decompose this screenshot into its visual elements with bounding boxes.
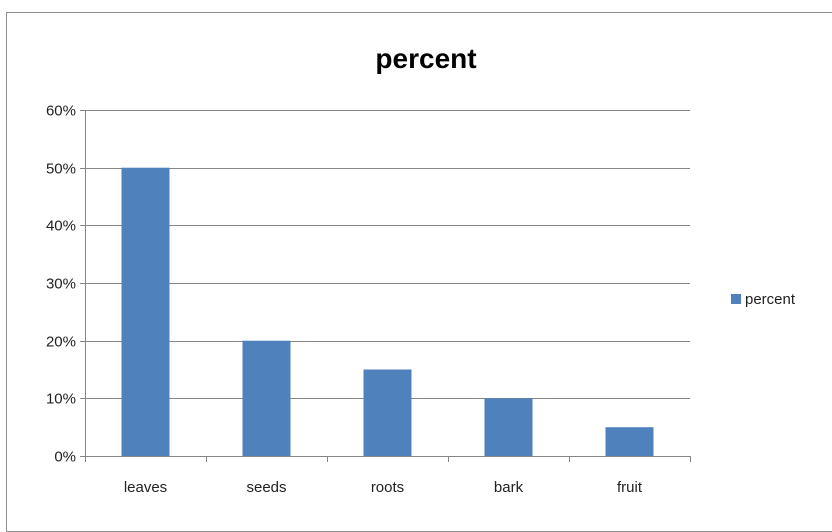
bar-leaves xyxy=(121,167,170,456)
bar-roots xyxy=(363,369,412,456)
bar-fruit xyxy=(605,427,654,456)
legend-label: percent xyxy=(745,291,796,308)
bar-seeds xyxy=(242,340,291,456)
x-tick-label: bark xyxy=(494,479,524,496)
x-axis: leaves seeds roots bark fruit xyxy=(85,456,691,496)
chart-title: percent xyxy=(375,43,476,74)
x-tick-label: leaves xyxy=(124,479,167,496)
gridlines xyxy=(85,110,690,399)
x-tick-label: roots xyxy=(371,479,404,496)
x-tick-label: seeds xyxy=(246,479,286,496)
y-tick-label: 0% xyxy=(54,449,76,466)
y-tick-label: 30% xyxy=(46,276,76,293)
x-tick-label: fruit xyxy=(617,479,643,496)
y-axis: 0% 10% 20% 30% 40% 50% 60% xyxy=(46,103,86,466)
y-tick-label: 40% xyxy=(46,218,76,235)
legend-swatch xyxy=(731,294,741,304)
bar-bark xyxy=(484,398,533,456)
y-tick-label: 50% xyxy=(46,161,76,178)
legend: percent xyxy=(731,291,796,308)
y-tick-label: 60% xyxy=(46,103,76,120)
y-tick-label: 10% xyxy=(46,391,76,408)
y-tick-label: 20% xyxy=(46,334,76,351)
bar-chart: percent 0% 10% 20% 30% 40% 50% 60% leaves seeds… xyxy=(46,43,796,496)
bars xyxy=(121,167,654,456)
